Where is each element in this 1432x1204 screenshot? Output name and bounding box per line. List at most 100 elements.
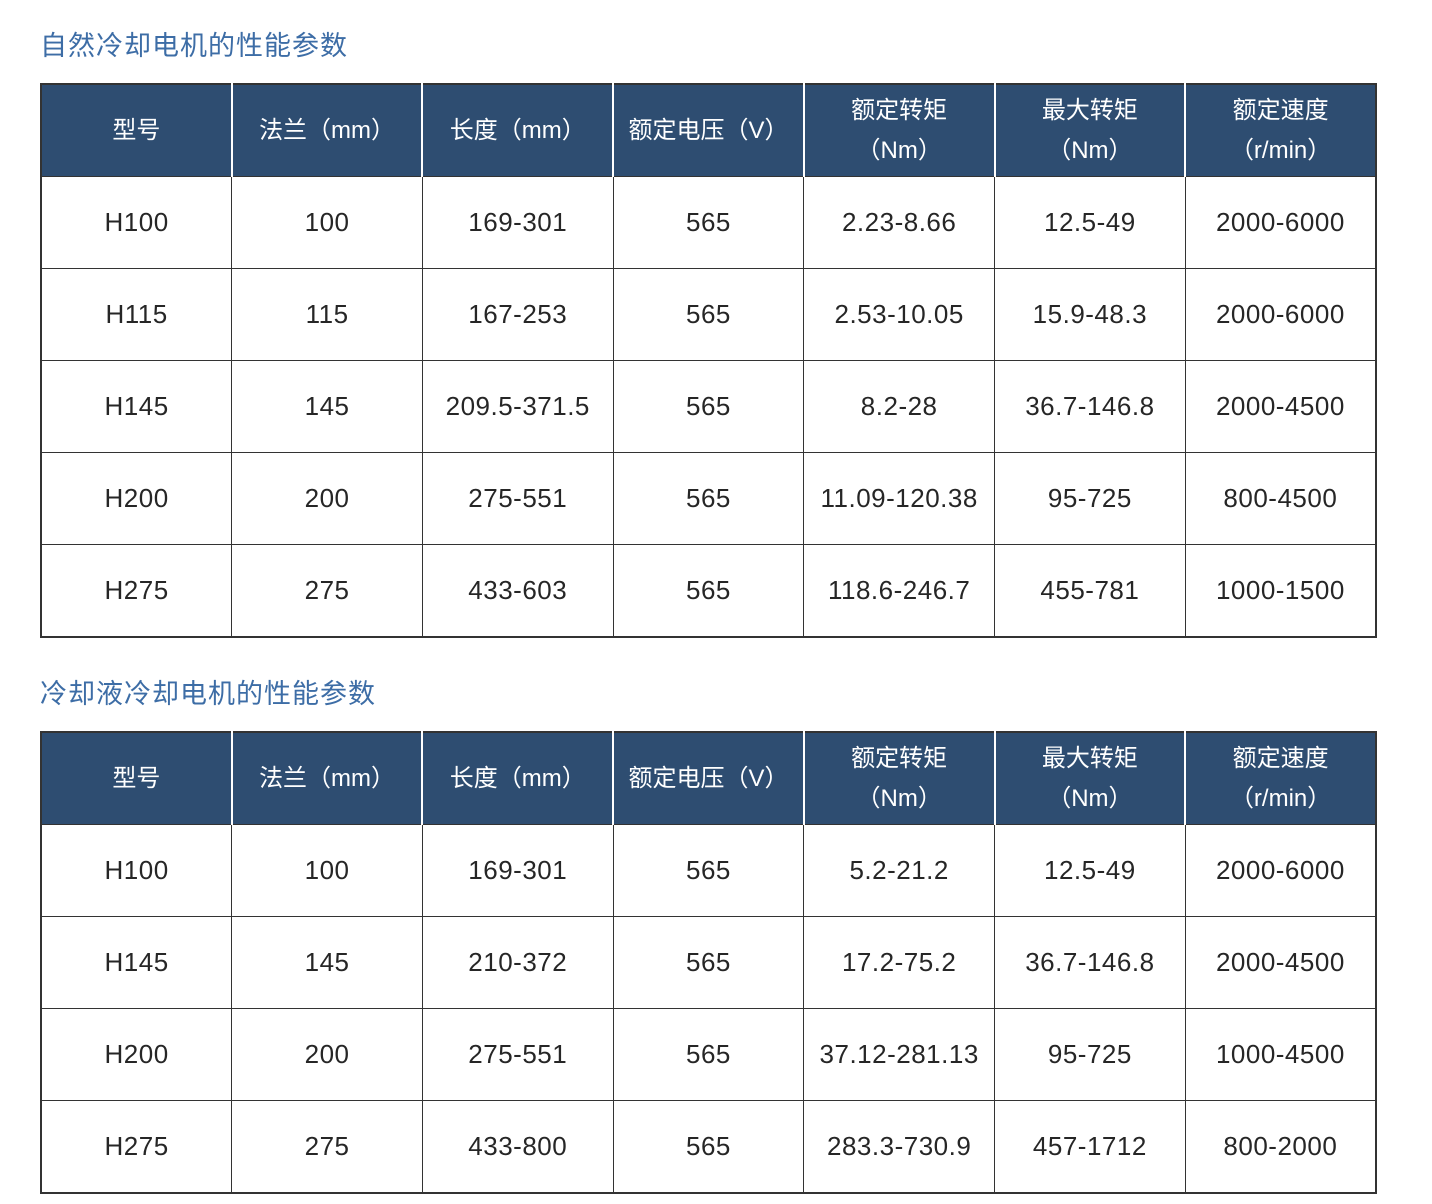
cell-rated-voltage-v: 565	[612, 1100, 805, 1194]
cell-rated-speed-rpm: 2000-4500	[1184, 360, 1377, 453]
column-header-line: 长度（mm）	[449, 116, 586, 144]
column-header-flange-mm: 法兰（mm）	[231, 84, 424, 177]
cell-rated-voltage-v: 565	[612, 360, 805, 453]
column-header-line: 法兰（mm）	[259, 764, 396, 792]
table-row: H275 275 433-800 565 283.3-730.9 457-1712 800-…	[40, 1100, 1377, 1194]
table-row: H145 145 210-372 565 17.2-75.2 36.7-146.8 2000…	[40, 916, 1377, 1009]
cell-flange-mm: 145	[231, 916, 423, 1009]
column-header-line: （r/min）	[1229, 136, 1332, 164]
cell-model: H275	[40, 1100, 233, 1194]
header-row: 型号 法兰（mm） 长度（mm） 额定电压（V） 额定转矩 （Nm） 最大转矩 （Nm） 额定速…	[41, 732, 1376, 825]
cell-length-mm: 433-603	[421, 544, 614, 638]
cell-length-mm: 433-800	[421, 1100, 614, 1194]
header-row: 型号 法兰（mm） 长度（mm） 额定电压（V） 额定转矩 （Nm） 最大转矩 （Nm） 额定速…	[41, 84, 1376, 177]
cell-rated-speed-rpm: 800-2000	[1184, 1100, 1377, 1194]
column-header-line: 额定电压（V）	[628, 116, 789, 144]
liquid-cooling-spec-table: 型号 法兰（mm） 长度（mm） 额定电压（V） 额定转矩 （Nm） 最大转矩 （Nm） 额定速…	[40, 731, 1377, 1194]
column-header-line: 额定转矩	[851, 96, 948, 124]
cell-flange-mm: 200	[231, 452, 423, 545]
cell-max-torque-nm: 36.7-146.8	[994, 916, 1186, 1009]
cell-flange-mm: 200	[231, 1008, 423, 1101]
cell-max-torque-nm: 15.9-48.3	[994, 268, 1186, 361]
column-header-flange-mm: 法兰（mm）	[231, 732, 424, 825]
cell-rated-voltage-v: 565	[612, 452, 805, 545]
cell-rated-speed-rpm: 1000-1500	[1184, 544, 1377, 638]
column-header-max-torque-nm: 最大转矩 （Nm）	[994, 732, 1187, 825]
cell-rated-speed-rpm: 2000-6000	[1184, 824, 1377, 917]
cell-model: H200	[40, 452, 233, 545]
table-row: H115 115 167-253 565 2.53-10.05 15.9-48.3 2000…	[40, 268, 1377, 361]
section-liquid-cooling: 冷却液冷却电机的性能参数 型号 法兰（mm） 长度（mm） 额定电压（V） 额定转矩 （N…	[40, 672, 1392, 1194]
column-header-max-torque-nm: 最大转矩 （Nm）	[994, 84, 1187, 177]
cell-length-mm: 169-301	[421, 824, 614, 917]
cell-max-torque-nm: 95-725	[994, 452, 1186, 545]
cell-rated-torque-nm: 2.53-10.05	[803, 268, 996, 361]
cell-rated-voltage-v: 565	[612, 268, 805, 361]
cell-length-mm: 210-372	[421, 916, 614, 1009]
column-header-line: 最大转矩	[1041, 96, 1138, 124]
cell-flange-mm: 275	[231, 1100, 423, 1194]
cell-rated-torque-nm: 5.2-21.2	[803, 824, 996, 917]
table-row: H200 200 275-551 565 37.12-281.13 95-725 1000-…	[40, 1008, 1377, 1101]
cell-rated-torque-nm: 11.09-120.38	[803, 452, 996, 545]
section-title-natural-cooling: 自然冷却电机的性能参数	[40, 31, 348, 61]
column-header-line: 法兰（mm）	[259, 116, 396, 144]
table-header: 型号 法兰（mm） 长度（mm） 额定电压（V） 额定转矩 （Nm） 最大转矩 （Nm） 额定速…	[41, 732, 1376, 825]
cell-rated-speed-rpm: 2000-4500	[1184, 916, 1377, 1009]
cell-rated-torque-nm: 118.6-246.7	[803, 544, 996, 638]
cell-rated-torque-nm: 37.12-281.13	[803, 1008, 996, 1101]
cell-flange-mm: 100	[231, 824, 423, 917]
cell-max-torque-nm: 36.7-146.8	[994, 360, 1186, 453]
table-body: H100 100 169-301 565 2.23-8.66 12.5-49 2000-60…	[40, 176, 1377, 638]
column-header-line: 型号	[112, 116, 161, 144]
cell-model: H115	[40, 268, 233, 361]
section-natural-cooling: 自然冷却电机的性能参数 型号 法兰（mm） 长度（mm） 额定电压（V） 额定转矩 （Nm…	[40, 24, 1392, 638]
cell-length-mm: 275-551	[421, 1008, 614, 1101]
cell-max-torque-nm: 457-1712	[994, 1100, 1186, 1194]
cell-rated-voltage-v: 565	[612, 824, 805, 917]
section-title-liquid-cooling: 冷却液冷却电机的性能参数	[40, 679, 376, 709]
table-header: 型号 法兰（mm） 长度（mm） 额定电压（V） 额定转矩 （Nm） 最大转矩 （Nm） 额定速…	[41, 84, 1376, 177]
cell-max-torque-nm: 95-725	[994, 1008, 1186, 1101]
table-row: H100 100 169-301 565 2.23-8.66 12.5-49 2000-60…	[40, 176, 1377, 269]
cell-rated-voltage-v: 565	[612, 544, 805, 638]
column-header-line: 最大转矩	[1041, 744, 1138, 772]
cell-rated-speed-rpm: 2000-6000	[1184, 268, 1377, 361]
cell-rated-voltage-v: 565	[612, 176, 805, 269]
cell-model: H100	[40, 824, 233, 917]
table-row: H275 275 433-603 565 118.6-246.7 455-781 1000-…	[40, 544, 1377, 638]
cell-rated-torque-nm: 283.3-730.9	[803, 1100, 996, 1194]
cell-rated-voltage-v: 565	[612, 1008, 805, 1101]
column-header-line: （Nm）	[1047, 136, 1133, 164]
column-header-line: （Nm）	[856, 784, 942, 812]
cell-flange-mm: 275	[231, 544, 423, 638]
cell-flange-mm: 145	[231, 360, 423, 453]
cell-model: H200	[40, 1008, 233, 1101]
column-header-model: 型号	[41, 732, 233, 825]
column-header-rated-torque-nm: 额定转矩 （Nm）	[803, 84, 996, 177]
cell-rated-speed-rpm: 2000-6000	[1184, 176, 1377, 269]
column-header-line: 额定速度	[1232, 96, 1329, 124]
column-header-rated-torque-nm: 额定转矩 （Nm）	[803, 732, 996, 825]
cell-model: H100	[40, 176, 233, 269]
column-header-line: （r/min）	[1229, 784, 1332, 812]
cell-length-mm: 209.5-371.5	[421, 360, 614, 453]
cell-rated-speed-rpm: 1000-4500	[1184, 1008, 1377, 1101]
cell-length-mm: 275-551	[421, 452, 614, 545]
column-header-rated-voltage-v: 额定电压（V）	[613, 732, 805, 825]
column-header-line: 额定电压（V）	[628, 764, 789, 792]
column-header-line: 额定速度	[1232, 744, 1329, 772]
cell-model: H275	[40, 544, 233, 638]
column-header-length-mm: 长度（mm）	[422, 84, 615, 177]
cell-max-torque-nm: 455-781	[994, 544, 1186, 638]
column-header-rated-speed-rpm: 额定速度 （r/min）	[1185, 732, 1376, 825]
table-row: H200 200 275-551 565 11.09-120.38 95-725 800-4…	[40, 452, 1377, 545]
cell-flange-mm: 100	[231, 176, 423, 269]
column-header-model: 型号	[41, 84, 233, 177]
cell-rated-speed-rpm: 800-4500	[1184, 452, 1377, 545]
column-header-length-mm: 长度（mm）	[422, 732, 615, 825]
cell-rated-torque-nm: 2.23-8.66	[803, 176, 996, 269]
cell-max-torque-nm: 12.5-49	[994, 824, 1186, 917]
column-header-line: （Nm）	[856, 136, 942, 164]
